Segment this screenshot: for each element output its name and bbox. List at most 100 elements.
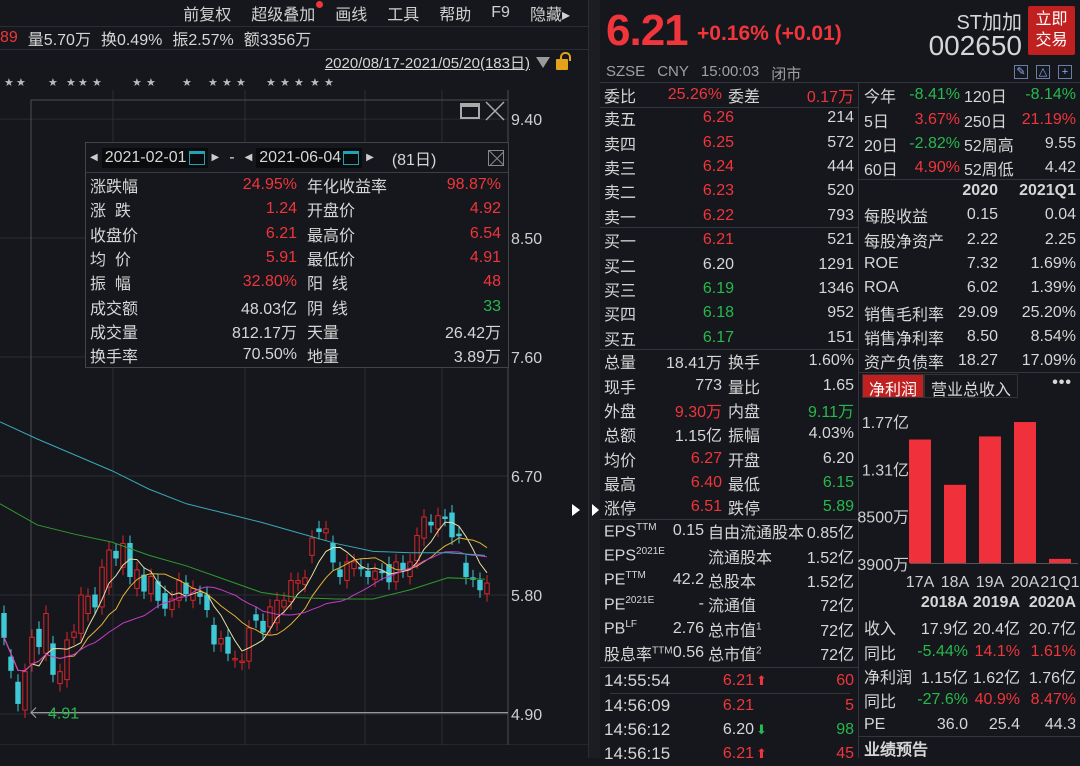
stat-row: 成交额 48.03亿阴 线 33 bbox=[86, 294, 508, 318]
value: -27.6% bbox=[917, 691, 968, 709]
candle bbox=[316, 528, 322, 533]
toolbar-fuquan[interactable]: 前复权 bbox=[183, 7, 232, 24]
tick-volume: 98 bbox=[836, 720, 854, 738]
tab-net-profit[interactable]: 净利润 bbox=[862, 374, 925, 399]
start-date: 2021-02-01 bbox=[104, 148, 187, 166]
end-prev-arrow[interactable]: ◀ bbox=[244, 152, 253, 163]
candlestick-chart[interactable]: 9.40 8.50 7.60 6.70 5.80 4.90 4.91 bbox=[0, 90, 588, 745]
close-selection-icon[interactable] bbox=[484, 100, 506, 122]
value: -2.82% bbox=[909, 134, 960, 152]
event-star-icon[interactable]: ★ bbox=[78, 77, 88, 89]
value: 8.50 bbox=[966, 327, 998, 345]
candle bbox=[456, 533, 462, 537]
event-star-icon[interactable]: ★ bbox=[294, 77, 304, 89]
label-sup: LF bbox=[625, 618, 638, 630]
label-text: 总市值 bbox=[708, 622, 757, 640]
stat-value: 3.89万 bbox=[453, 349, 501, 367]
x-tick-label: 21Q1 bbox=[1040, 574, 1079, 590]
start-date-field[interactable]: 2021-02-01 bbox=[101, 147, 208, 168]
toolbar-draw[interactable]: 画线 bbox=[335, 7, 368, 24]
toolbar-hide[interactable]: 隐藏▸ bbox=[529, 7, 570, 24]
quote-stat-row: 总额 1.15亿 振幅 4.03% bbox=[604, 422, 854, 446]
bid-label: 买一 bbox=[604, 234, 637, 252]
stat-label: 年化收益率 bbox=[307, 179, 388, 197]
date-range-label[interactable]: 2020/08/17-2021/05/20(183日) bbox=[324, 55, 530, 72]
event-star-icon[interactable]: ★ bbox=[66, 77, 76, 89]
start-prev-arrow[interactable]: ◀ bbox=[90, 152, 98, 163]
calendar-icon[interactable] bbox=[343, 150, 360, 165]
value: 1.52亿 bbox=[806, 549, 854, 567]
event-star-icon[interactable]: ★ bbox=[236, 77, 246, 89]
ask-label: 卖四 bbox=[604, 136, 637, 154]
toolbar-super-overlay[interactable]: 超级叠加 bbox=[241, 1, 325, 25]
end-next-arrow[interactable]: ▶ bbox=[366, 152, 374, 163]
fin-row: 资产负债率 18.27 17.09% bbox=[864, 349, 1076, 373]
end-date-field[interactable]: 2021-06-04 bbox=[256, 147, 363, 168]
collapse-arrow-icon[interactable] bbox=[590, 503, 600, 517]
lock-icon[interactable] bbox=[556, 52, 571, 70]
event-star-icon[interactable]: ★ bbox=[280, 77, 290, 89]
stat-label: 阴 线 bbox=[307, 300, 348, 318]
candle bbox=[162, 593, 168, 609]
bid-volume: 151 bbox=[827, 328, 854, 346]
close-popup-icon[interactable] bbox=[488, 149, 504, 166]
x-tick-label: 20A bbox=[1011, 574, 1040, 590]
candle bbox=[8, 656, 14, 671]
event-star-icon[interactable]: ★ bbox=[208, 77, 218, 89]
fin-header: 2020 bbox=[962, 182, 998, 200]
divider bbox=[600, 519, 858, 520]
event-star-icon[interactable]: ★ bbox=[324, 77, 334, 89]
divider bbox=[600, 227, 858, 228]
stat-value: 4.92 bbox=[469, 200, 501, 218]
event-star-icon[interactable]: ★ bbox=[266, 77, 276, 89]
label: 均价 bbox=[604, 452, 637, 470]
ask-label: 卖一 bbox=[604, 209, 637, 227]
event-star-icon[interactable]: ★ bbox=[132, 77, 142, 89]
event-star-icon[interactable]: ★ bbox=[4, 77, 14, 89]
value: 4.42 bbox=[1044, 159, 1076, 177]
candle bbox=[477, 579, 483, 591]
date-range-selector[interactable]: 2020/08/17-2021/05/20(183日) bbox=[324, 52, 571, 73]
interval-stats-popup: ◀ 2021-02-01 ▶ - ◀ 2021-06-04 ▶ (81日) 涨跌… bbox=[85, 142, 509, 368]
event-star-icon[interactable]: ★ bbox=[16, 77, 26, 89]
event-star-icon[interactable]: ★ bbox=[182, 77, 192, 89]
tick-time: 14:56:15 bbox=[604, 744, 671, 764]
stat-label: 开盘价 bbox=[307, 203, 356, 221]
dropdown-triangle-icon[interactable] bbox=[536, 57, 550, 68]
edit-icon[interactable]: ✎ bbox=[1014, 65, 1028, 79]
event-star-icon[interactable]: ★ bbox=[146, 77, 156, 89]
candle bbox=[99, 566, 105, 608]
toolbar-tools[interactable]: 工具 bbox=[387, 7, 420, 24]
label: 流通值 bbox=[708, 592, 756, 616]
end-date: 2021-06-04 bbox=[259, 148, 342, 166]
add-icon[interactable]: + bbox=[1058, 65, 1072, 79]
event-star-icon[interactable]: ★ bbox=[222, 77, 232, 89]
bell-icon[interactable]: △ bbox=[1036, 65, 1050, 79]
tick-volume: 5 bbox=[845, 696, 854, 714]
x-tick-label: 17A bbox=[906, 574, 935, 590]
calendar-icon[interactable] bbox=[188, 150, 205, 165]
label: 5日 bbox=[864, 113, 889, 131]
event-star-icon[interactable]: ★ bbox=[48, 77, 58, 89]
expand-arrow-icon[interactable] bbox=[570, 503, 582, 517]
event-star-icon[interactable]: ★ bbox=[310, 77, 320, 89]
trade-now-button[interactable]: 立即 交易 bbox=[1028, 6, 1075, 55]
value: 1.39% bbox=[1030, 279, 1076, 297]
maximize-icon[interactable] bbox=[460, 103, 480, 119]
candle bbox=[442, 516, 448, 520]
toolbar-help[interactable]: 帮助 bbox=[439, 7, 472, 24]
panel-vline bbox=[858, 82, 859, 758]
toolbar-f9[interactable]: F9 bbox=[491, 4, 510, 21]
ask-volume: 214 bbox=[827, 109, 854, 127]
bid-volume: 1346 bbox=[818, 279, 854, 297]
event-star-icon[interactable]: ★ bbox=[92, 77, 102, 89]
value: -8.14% bbox=[1025, 86, 1076, 104]
value: 773 bbox=[695, 376, 722, 394]
panel-divider[interactable] bbox=[588, 0, 600, 758]
more-icon[interactable]: ••• bbox=[1052, 374, 1072, 391]
value: 8.47% bbox=[1030, 691, 1076, 709]
value: 1.62亿 bbox=[972, 669, 1020, 687]
candle bbox=[78, 594, 84, 634]
start-next-arrow[interactable]: ▶ bbox=[211, 152, 220, 163]
tab-revenue[interactable]: 营业总收入 bbox=[924, 374, 1019, 399]
